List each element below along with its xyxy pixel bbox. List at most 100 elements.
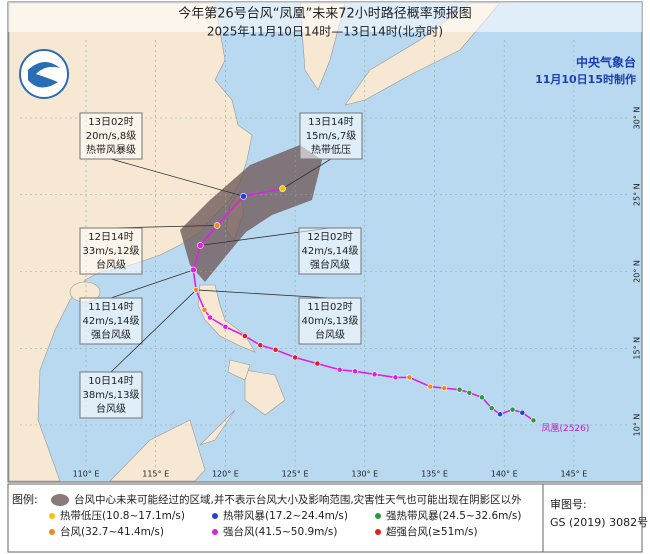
info-text: 13日02时 [88,116,133,128]
info-box [79,297,143,345]
track-point [197,242,204,249]
legend-label: 强台风(41.5~50.9m/s) [223,525,338,538]
legend-cone-text: 台风中心未来可能经过的区域,并不表示台风大小及影响范围,灾害性天气也可能出现在阴… [74,493,522,506]
lon-label: 130° E [351,470,378,479]
track-point [478,394,485,401]
approval-label: 审图号: [550,497,587,511]
info-box [299,112,363,160]
typhoon-name: 凤凰(2526) [541,423,589,434]
probability-cone [180,145,322,282]
info-text: 台风级 [96,402,126,415]
legend-swatch [49,529,55,535]
legend-swatch [375,513,381,519]
info-text: 10日14时 [88,375,133,387]
lon-label: 125° E [282,470,309,479]
legend-swatch [212,529,218,535]
logo [19,49,69,99]
lon-label: 145° E [560,470,587,479]
leader-line [110,269,194,299]
leader-line [282,158,332,189]
legend-swatch [212,513,218,519]
info-text: 强台风级 [91,328,131,341]
track-point [392,374,399,381]
info-box [79,371,143,419]
lat-label: 25° N [633,183,642,206]
legend-label: 台风(32.7~41.4m/s) [60,525,164,538]
info-text: 20m/s,8级 [86,130,137,142]
agency-made: 11月10日15时制作 [535,72,636,86]
track-point [352,368,358,375]
subtitle: 2025年11月10日14时—13日14时(北京时) [207,25,443,39]
track-point [466,389,473,396]
track-point [441,385,448,392]
legend-box [7,483,643,553]
info-text: 11日02时 [307,301,352,313]
info-text: 38m/s,13级 [83,389,140,401]
info-text: 42m/s,14级 [302,245,359,257]
agency-name: 中央气象台 [576,55,636,70]
info-text: 40m/s,13级 [302,315,359,327]
legend-swatch [49,513,55,519]
track-point [519,409,526,416]
legend-label: 强热带风暴(24.5~32.6m/s) [386,509,522,522]
info-box [298,227,362,275]
legend-swatch [375,529,381,535]
track-point [190,266,197,274]
track-point [488,405,495,412]
leader-line [110,158,244,197]
info-text: 12日14时 [88,231,133,243]
track-point [213,222,221,229]
legend-cone-icon [51,494,69,506]
track-point [497,411,503,418]
info-text: 12日02时 [307,231,352,243]
lon-label: 110° E [73,470,100,479]
legend-label: 超强台风(≥51m/s) [386,525,478,538]
approval-code: GS (2019) 3082号 [550,516,648,529]
track-point [456,386,463,393]
track-point [509,406,516,413]
track-point [242,333,248,339]
lon-label: 140° E [491,470,518,479]
lon-label: 120° E [212,470,239,479]
lon-label: 115° E [142,470,169,479]
info-text: 11日14时 [88,301,133,313]
info-text: 热带风暴级 [86,143,136,156]
lat-label: 30° N [633,107,642,130]
track-point [257,342,264,349]
lat-label: 10° N [633,414,642,437]
lat-label: 20° N [633,260,642,283]
track-point [406,374,413,381]
info-text: 台风级 [315,328,345,341]
info-text: 33m/s,12级 [83,245,140,257]
track-point [279,185,286,192]
legend-title: 图例: [12,492,38,506]
lat-label: 15° N [633,337,642,360]
track-point [240,192,247,200]
track-point [292,354,298,361]
lon-label: 135° E [421,470,448,479]
track-point [207,314,213,321]
leader-line [110,289,197,373]
leader-line [196,289,331,299]
info-text: 台风级 [96,258,126,271]
track-point [371,371,378,378]
info-box [298,297,362,345]
track-point [222,323,229,330]
title: 今年第26号台风“凤凰”未来72小时路径概率预报图 [178,6,472,22]
track-point [193,287,200,293]
info-text: 42m/s,14级 [83,315,140,327]
forecast-track [192,187,283,291]
track-point [530,417,537,424]
info-text: 强台风级 [310,258,350,271]
legend-label: 热带风暴(17.2~24.4m/s) [223,509,348,522]
track-point [201,306,208,313]
info-text: 热带低压 [311,143,351,156]
info-text: 13日14时 [308,116,353,128]
track-point [314,360,321,367]
track-point [272,346,279,353]
legend-label: 热带低压(10.8~17.1m/s) [60,509,185,522]
track-point [427,383,434,390]
info-box [79,227,143,275]
info-box [79,112,143,160]
